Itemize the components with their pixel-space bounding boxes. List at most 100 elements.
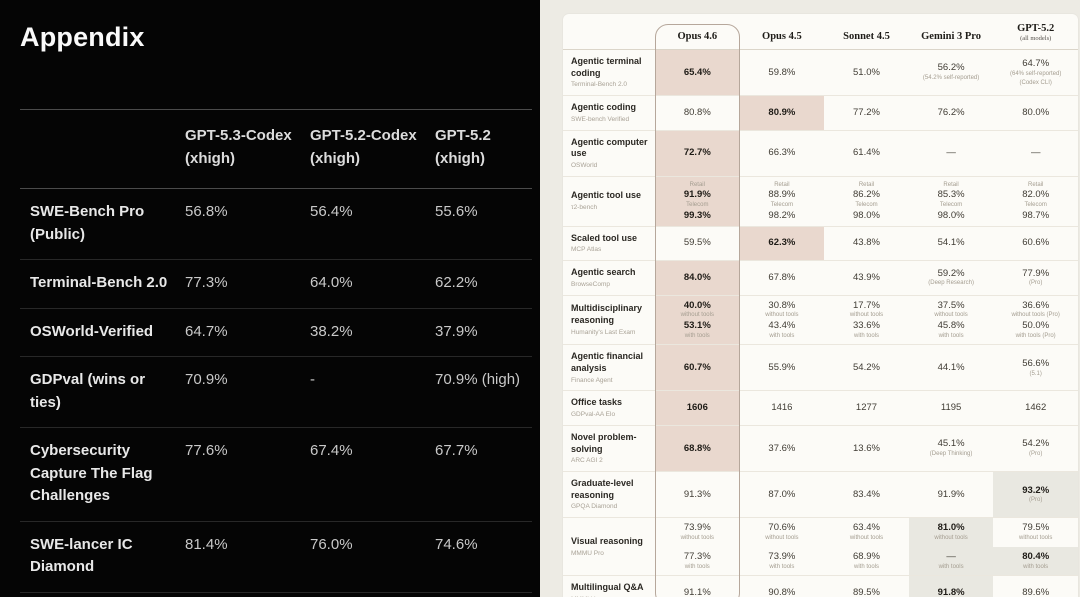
row-label: Terminal-Bench 2.0	[30, 274, 168, 291]
cell: 1462	[993, 391, 1078, 424]
benchmark-name: SWE-bench Verified	[571, 115, 630, 123]
table-row: Agentic financial analysis Finance Agent 6…	[563, 345, 1078, 392]
row-label: Multidisciplinary reasoning	[571, 303, 643, 325]
row-label-cell: Office tasks GDPval-AA Elo	[563, 391, 655, 424]
cell: 59.5%	[655, 227, 740, 260]
benchmark-name: GPQA Diamond	[571, 503, 618, 511]
cell-note: without tools	[849, 535, 884, 542]
best-score-highlight: 68.8%	[655, 425, 740, 472]
row-label: Scaled tool use	[571, 232, 638, 243]
cell-value: 77.9%	[1022, 267, 1050, 279]
cell: 43.8%	[824, 227, 909, 260]
cell-value: 79.5%	[1022, 522, 1050, 534]
cell-note: (Codex CLI)	[1019, 79, 1052, 86]
cell-value: 65.4%	[683, 66, 711, 78]
best-score-highlight: — with tools	[908, 546, 994, 576]
cell-value: -	[310, 371, 315, 388]
cell-value: 55.9%	[768, 361, 796, 373]
cell-segment: 70.6% without tools	[740, 518, 825, 546]
cell: 43.9%	[824, 261, 909, 294]
model-variant: (xhigh)	[310, 149, 360, 167]
cell-value: 43.9%	[853, 271, 880, 283]
cell-note: with tools (Pro)	[1015, 332, 1056, 339]
row-label: Agentic search	[571, 267, 636, 278]
cell-value: 13.6%	[853, 442, 880, 454]
cell-value: 81.4%	[185, 535, 228, 553]
cell-note: (5.1)	[1029, 370, 1042, 377]
column-header-gpt-52: GPT-5.2 (xhigh)	[435, 125, 532, 170]
cell: 91.1%	[655, 576, 740, 597]
best-score-highlight: 60.7%	[655, 345, 740, 391]
cell-segment: 13.6%	[824, 426, 909, 471]
cell: 90.8%	[740, 576, 825, 597]
cell-value: 77.3%	[683, 550, 711, 562]
cell-segment: 77.2%	[824, 96, 909, 129]
cell: 61.4%	[824, 131, 909, 176]
left-table-body: SWE-Bench Pro (Public) 56.8% 56.4% 55.6% Ter…	[20, 189, 532, 593]
cell: 65.4%	[655, 49, 740, 96]
cell-segment: 54.2%	[824, 345, 909, 390]
table-row: Terminal-Bench 2.0 77.3% 64.0% 62.2%	[20, 260, 532, 309]
cell-value: 80.4%	[1022, 550, 1050, 562]
cell-segment: 51.0%	[824, 50, 909, 95]
benchmark-name: Terminal-Bench 2.0	[571, 81, 627, 89]
best-score-highlight: 1606	[655, 391, 740, 425]
row-label: Cybersecurity Capture The Flag Challenge…	[30, 442, 153, 504]
cell-value: 77.3%	[185, 274, 228, 291]
cell-value: 98.2%	[768, 209, 796, 221]
cell-value: 80.0%	[1022, 106, 1050, 118]
cell: 72.7%	[655, 130, 740, 176]
cell-segment: 73.9% without tools	[655, 518, 740, 546]
cell-value: 86.2%	[853, 189, 880, 201]
cell-segment: Retail 88.9% Telecom 98.2%	[740, 177, 825, 226]
cell-segment: 45.1% (Deep Thinking)	[909, 426, 994, 471]
cell-value: 85.3%	[937, 189, 965, 201]
cell-segment: 59.5%	[655, 227, 740, 260]
cell-value: 68.9%	[853, 550, 880, 562]
cell-value: 43.4%	[768, 319, 796, 331]
cell: 54.2%	[824, 345, 909, 390]
cell-segment: Retail 82.0% Telecom 98.7%	[993, 177, 1078, 226]
benchmark-name: OSWorld	[571, 162, 598, 170]
model-name: GPT-5.2-Codex	[310, 127, 417, 144]
cell-note: (Pro)	[1029, 280, 1043, 287]
cell-segment: 91.9%	[909, 472, 994, 517]
cell: 77.9% (Pro)	[993, 261, 1078, 294]
cell: 40.0% without tools 53.1% with tools	[655, 295, 740, 345]
cell-segment: 76.2%	[909, 96, 994, 129]
table-header-row: GPT-5.3-Codex (xhigh) GPT-5.2-Codex (xhi…	[20, 110, 532, 189]
benchmark-name: Finance Agent	[571, 376, 613, 384]
row-label-cell: Graduate-level reasoning GPQA Diamond	[563, 472, 655, 517]
table-row: Novel problem-solving ARC AGI 2 68.8% 37.6%…	[563, 425, 1078, 473]
cell-value: —	[946, 550, 956, 562]
cell-value: 66.3%	[768, 147, 796, 159]
cell-segment: 80.8%	[655, 96, 740, 129]
cell-value: 51.0%	[853, 66, 880, 78]
model-name: GPT-5.2	[1017, 23, 1055, 34]
cell: 1277	[824, 391, 909, 424]
cell: Retail 88.9% Telecom 98.2%	[740, 177, 825, 226]
cell-value: 56.2%	[937, 62, 965, 74]
cell-segment: 30.8% without tools 43.4% with tools	[740, 296, 825, 345]
appendix-panel: Appendix GPT-5.3-Codex (xhigh) GPT-5.2-C…	[0, 0, 540, 597]
table-row: Multilingual Q&A MMMLU 91.1% 90.8% 89.5% 91.8…	[563, 576, 1078, 597]
comparison-table-card: Opus 4.6 Opus 4.5 Sonnet 4.5 Gemini 3 Pr…	[563, 14, 1078, 597]
row-label-cell: Multilingual Q&A MMMLU	[563, 576, 655, 597]
cell: —	[909, 131, 994, 176]
table-row: Agentic terminal coding Terminal-Bench 2.…	[563, 49, 1078, 97]
cell-segment: 77.9% (Pro)	[993, 261, 1078, 294]
cell: 45.1% (Deep Thinking)	[909, 426, 994, 471]
cell-value: 53.1%	[683, 319, 711, 331]
cell-value: 68.8%	[683, 442, 711, 454]
row-label: Agentic terminal coding	[571, 55, 642, 78]
row-label: Agentic computer use	[571, 136, 648, 159]
cell: 59.2% (Deep Research)	[909, 261, 994, 294]
cell-value: 37.6%	[768, 442, 796, 454]
cell-note: Retail	[1028, 181, 1044, 188]
cell-note: Retail	[943, 181, 959, 188]
cell-segment: 64.7% (64% self-reported) (Codex CLI)	[993, 50, 1078, 95]
cell-value: 62.2%	[435, 274, 478, 291]
cell-note: Telecom	[1024, 202, 1047, 209]
model-variant: (xhigh)	[185, 149, 235, 167]
row-label: SWE-lancer IC Diamond	[30, 535, 133, 576]
